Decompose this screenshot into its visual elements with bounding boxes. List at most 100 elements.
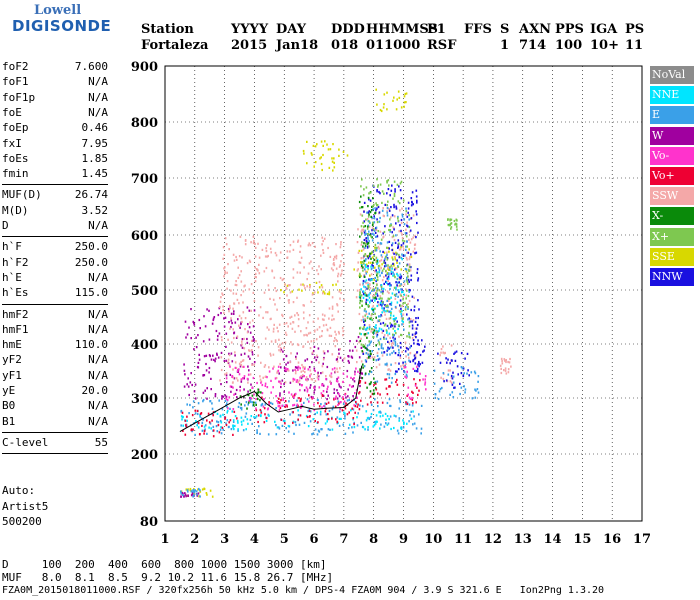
echo-point xyxy=(229,385,232,388)
echo-point xyxy=(197,334,199,337)
echo-point xyxy=(255,394,258,397)
echo-point xyxy=(275,433,278,436)
echo-point xyxy=(331,428,334,431)
echo-point xyxy=(383,275,385,279)
echo-point xyxy=(394,342,397,345)
echo-point xyxy=(364,242,367,245)
echo-point xyxy=(449,380,452,383)
y-tick-label: 80 xyxy=(140,515,158,530)
echo-point xyxy=(383,230,386,234)
echo-point xyxy=(228,248,230,251)
echo-point xyxy=(233,336,235,340)
echo-point xyxy=(314,419,316,423)
echo-point xyxy=(374,422,377,425)
echo-point xyxy=(197,361,200,364)
echo-point xyxy=(388,209,391,212)
param-row: yE 20.0 xyxy=(2,384,108,399)
echo-point xyxy=(310,260,312,263)
echo-point xyxy=(385,387,388,390)
echo-point xyxy=(309,384,312,387)
echo-point xyxy=(359,206,361,210)
echo-point xyxy=(314,385,316,388)
echo-point xyxy=(374,326,376,329)
echo-point xyxy=(386,210,388,213)
echo-point xyxy=(248,401,250,404)
echo-point xyxy=(382,302,384,305)
echo-point xyxy=(421,361,424,364)
param-value: N/A xyxy=(88,307,108,321)
echo-point xyxy=(318,386,321,389)
echo-point xyxy=(464,391,466,394)
echo-point xyxy=(385,264,388,267)
echo-point xyxy=(326,418,329,421)
echo-point xyxy=(325,402,328,405)
echo-point xyxy=(398,281,400,284)
echo-point xyxy=(382,414,384,417)
echo-point xyxy=(414,362,417,365)
echo-point xyxy=(248,349,250,352)
echo-point xyxy=(268,328,270,331)
echo-point xyxy=(218,332,221,335)
echo-point xyxy=(390,284,392,287)
echo-point xyxy=(274,339,277,342)
echo-point xyxy=(242,377,244,380)
echo-point xyxy=(398,291,400,294)
echo-point xyxy=(397,295,399,298)
param-value: N/A xyxy=(88,414,108,428)
echo-point xyxy=(356,361,358,364)
y-tick-label: 600 xyxy=(131,229,158,244)
echo-point xyxy=(321,168,323,172)
echo-point xyxy=(400,268,403,271)
echo-point xyxy=(296,399,298,402)
echo-point xyxy=(323,237,326,240)
echo-point xyxy=(402,419,404,422)
echo-point xyxy=(313,403,315,406)
echo-point xyxy=(363,326,365,329)
echo-point xyxy=(390,343,393,346)
echo-point xyxy=(246,337,248,341)
echo-point xyxy=(377,339,380,342)
param-value: N/A xyxy=(88,90,108,104)
echo-point xyxy=(303,389,306,392)
echo-point xyxy=(268,288,270,291)
param-name: yF2 xyxy=(2,353,22,367)
echo-point xyxy=(232,292,235,295)
echo-point xyxy=(390,363,392,366)
echo-point xyxy=(202,391,205,394)
echo-point xyxy=(364,319,367,322)
echo-point xyxy=(197,402,200,405)
echo-point xyxy=(368,198,370,201)
echo-point xyxy=(306,390,309,393)
echo-point xyxy=(250,383,252,386)
echo-point xyxy=(383,93,386,96)
echo-point xyxy=(266,376,268,379)
echo-point xyxy=(222,413,224,416)
echo-point xyxy=(321,236,324,239)
echo-point xyxy=(321,318,324,321)
echo-point xyxy=(340,241,342,244)
echo-point xyxy=(339,264,341,267)
echo-point xyxy=(385,337,388,340)
echo-point xyxy=(362,345,365,348)
echo-point xyxy=(240,378,243,381)
echo-point xyxy=(300,397,302,401)
echo-point xyxy=(315,281,318,284)
echo-point xyxy=(369,252,371,255)
echo-point xyxy=(507,371,510,374)
echo-point xyxy=(240,360,242,364)
echo-point xyxy=(284,404,287,407)
echo-point xyxy=(300,256,303,259)
echo-point xyxy=(414,334,416,337)
echo-point xyxy=(414,332,417,335)
echo-point xyxy=(400,346,402,349)
echo-point xyxy=(211,322,214,325)
echo-point xyxy=(209,400,211,403)
echo-point xyxy=(278,380,280,383)
echo-point xyxy=(335,333,337,336)
echo-point xyxy=(361,228,363,231)
echo-point xyxy=(275,289,278,293)
echo-point xyxy=(292,395,294,398)
echo-point xyxy=(367,265,369,268)
echo-point xyxy=(312,396,314,399)
echo-point xyxy=(360,333,362,336)
